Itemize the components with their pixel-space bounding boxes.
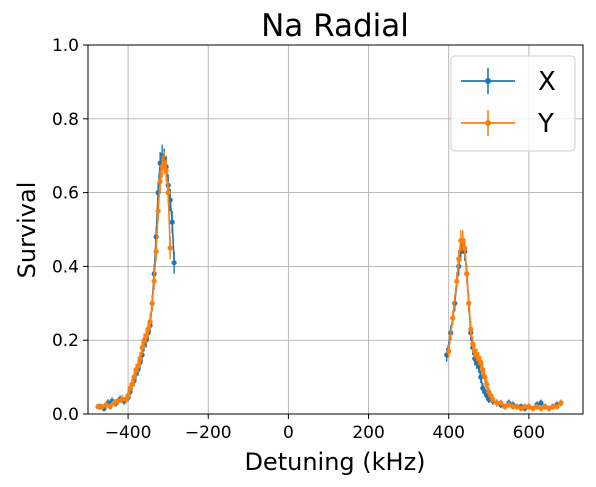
data-layer — [95, 145, 563, 412]
x-tick-label: 600 — [513, 423, 545, 443]
data-point — [166, 190, 171, 195]
y-tick-label: 0.4 — [52, 257, 79, 277]
y-tick-label: 0.0 — [52, 405, 79, 425]
data-point — [482, 375, 487, 380]
data-point — [125, 393, 130, 398]
series-line-x — [447, 241, 561, 409]
data-point — [466, 301, 471, 306]
data-point — [172, 260, 177, 265]
data-point — [107, 404, 112, 409]
legend: XY — [451, 56, 575, 151]
data-point — [170, 220, 175, 225]
chart-title: Na Radial — [261, 8, 409, 44]
data-point — [148, 319, 153, 324]
data-point — [484, 382, 489, 387]
x-tick-label: 400 — [433, 423, 465, 443]
data-point — [168, 245, 173, 250]
x-axis-title: Detuning (kHz) — [244, 448, 425, 476]
x-tick-label: 200 — [352, 423, 384, 443]
data-point — [498, 400, 503, 405]
y-axis-title: Survival — [13, 182, 41, 279]
data-point — [490, 397, 495, 402]
data-point — [454, 279, 459, 284]
data-point — [554, 404, 559, 409]
y-tick-label: 0.2 — [52, 331, 79, 351]
y-tick-label: 1.0 — [52, 36, 79, 56]
legend-box — [451, 56, 575, 151]
data-point — [450, 315, 455, 320]
data-point — [158, 179, 163, 184]
legend-label-y: Y — [537, 109, 554, 139]
data-point — [446, 349, 451, 354]
data-point — [456, 256, 461, 261]
legend-swatch-marker — [485, 120, 491, 126]
series-line-y — [449, 241, 561, 409]
data-point — [558, 400, 563, 405]
data-point — [462, 245, 467, 250]
data-point — [464, 271, 469, 276]
data-point — [154, 249, 159, 254]
data-point — [138, 356, 143, 361]
x-tick-label: −200 — [185, 423, 232, 443]
data-point — [152, 279, 157, 284]
data-point — [538, 400, 543, 405]
legend-swatch-marker — [485, 78, 491, 84]
y-tick-label: 0.8 — [52, 110, 79, 130]
data-point — [164, 168, 169, 173]
data-point — [150, 301, 155, 306]
x-tick-label: 0 — [283, 423, 294, 443]
data-point — [480, 367, 485, 372]
y-tick-label: 0.6 — [52, 184, 79, 204]
data-point — [468, 327, 473, 332]
data-point — [156, 208, 161, 213]
legend-label-x: X — [538, 67, 556, 97]
x-tick-label: −400 — [105, 423, 152, 443]
series-y — [95, 152, 563, 411]
